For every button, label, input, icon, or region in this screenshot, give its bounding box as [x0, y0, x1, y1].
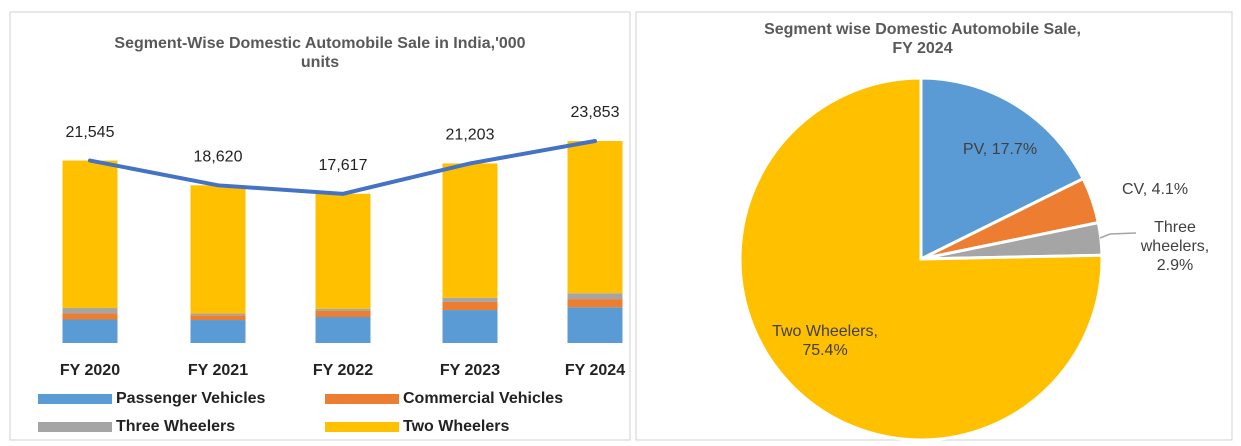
pie-label: PV, 17.7%	[962, 141, 1038, 158]
x-tick-label: FY 2024	[565, 362, 625, 379]
bar-segment	[190, 315, 246, 321]
title-box: Segment wise Domestic Automobile Sale, F…	[764, 21, 1081, 58]
bar-segment	[315, 317, 371, 343]
data-label: 23,853	[571, 104, 620, 121]
bar-segment	[62, 313, 118, 320]
bar-segment	[62, 319, 118, 343]
bar-segment	[315, 308, 371, 311]
legend-label: Three Wheelers	[116, 418, 235, 435]
bar-segment	[442, 297, 498, 302]
x-tick-label: FY 2022	[313, 362, 373, 379]
data-label: 21,203	[446, 127, 495, 144]
legend-swatch	[38, 422, 112, 432]
bar-segment	[190, 313, 246, 316]
pie-label-box: CV, 4.1%	[1121, 181, 1189, 198]
chart-title: Segment-Wise Domestic Automobile Sale in…	[114, 35, 526, 72]
x-tick-label: FY 2020	[60, 362, 120, 379]
legend-swatch	[325, 422, 399, 432]
bar-segment	[442, 163, 498, 298]
bar-segment	[442, 301, 498, 311]
total-line	[88, 139, 597, 196]
title-box: Segment-Wise Domestic Automobile Sale in…	[114, 35, 526, 72]
bar-segment	[190, 185, 246, 314]
bar-segment	[315, 310, 371, 318]
x-tick-label: FY 2021	[188, 362, 248, 379]
bar-segment	[190, 320, 246, 343]
legend-swatch	[38, 394, 112, 404]
pie-label-box: Three wheelers, 2.9%	[1140, 219, 1210, 275]
bar-segment	[567, 299, 623, 308]
bar-segment	[567, 141, 623, 294]
bar-segment	[567, 307, 623, 343]
bar-segment	[315, 193, 371, 309]
pie-label: CV, 4.1%	[1121, 181, 1189, 198]
data-label: 17,617	[319, 157, 368, 174]
legend-label: Two Wheelers	[403, 418, 509, 435]
bar-segment	[567, 293, 623, 300]
chart-title: Segment wise Domestic Automobile Sale, F…	[764, 21, 1081, 58]
pie-slice	[919, 76, 1086, 262]
bar-segment	[62, 308, 118, 314]
leader-line	[1099, 232, 1137, 239]
pie-label-box: PV, 17.7%	[962, 141, 1038, 158]
data-label: 18,620	[194, 149, 243, 166]
pie-label-box: Two Wheelers, 75.4%	[772, 323, 878, 360]
pie-label: Two Wheelers, 75.4%	[772, 323, 878, 360]
bar-segment	[442, 310, 498, 343]
pie-slice	[738, 76, 1104, 442]
legend-swatch	[325, 394, 399, 404]
legend-label: Commercial Vehicles	[403, 390, 563, 407]
pie-label: Three wheelers, 2.9%	[1140, 219, 1210, 275]
legend-label: Passenger Vehicles	[116, 390, 266, 407]
data-label: 21,545	[66, 124, 115, 141]
bar-segment	[62, 160, 118, 309]
x-tick-label: FY 2023	[440, 362, 500, 379]
